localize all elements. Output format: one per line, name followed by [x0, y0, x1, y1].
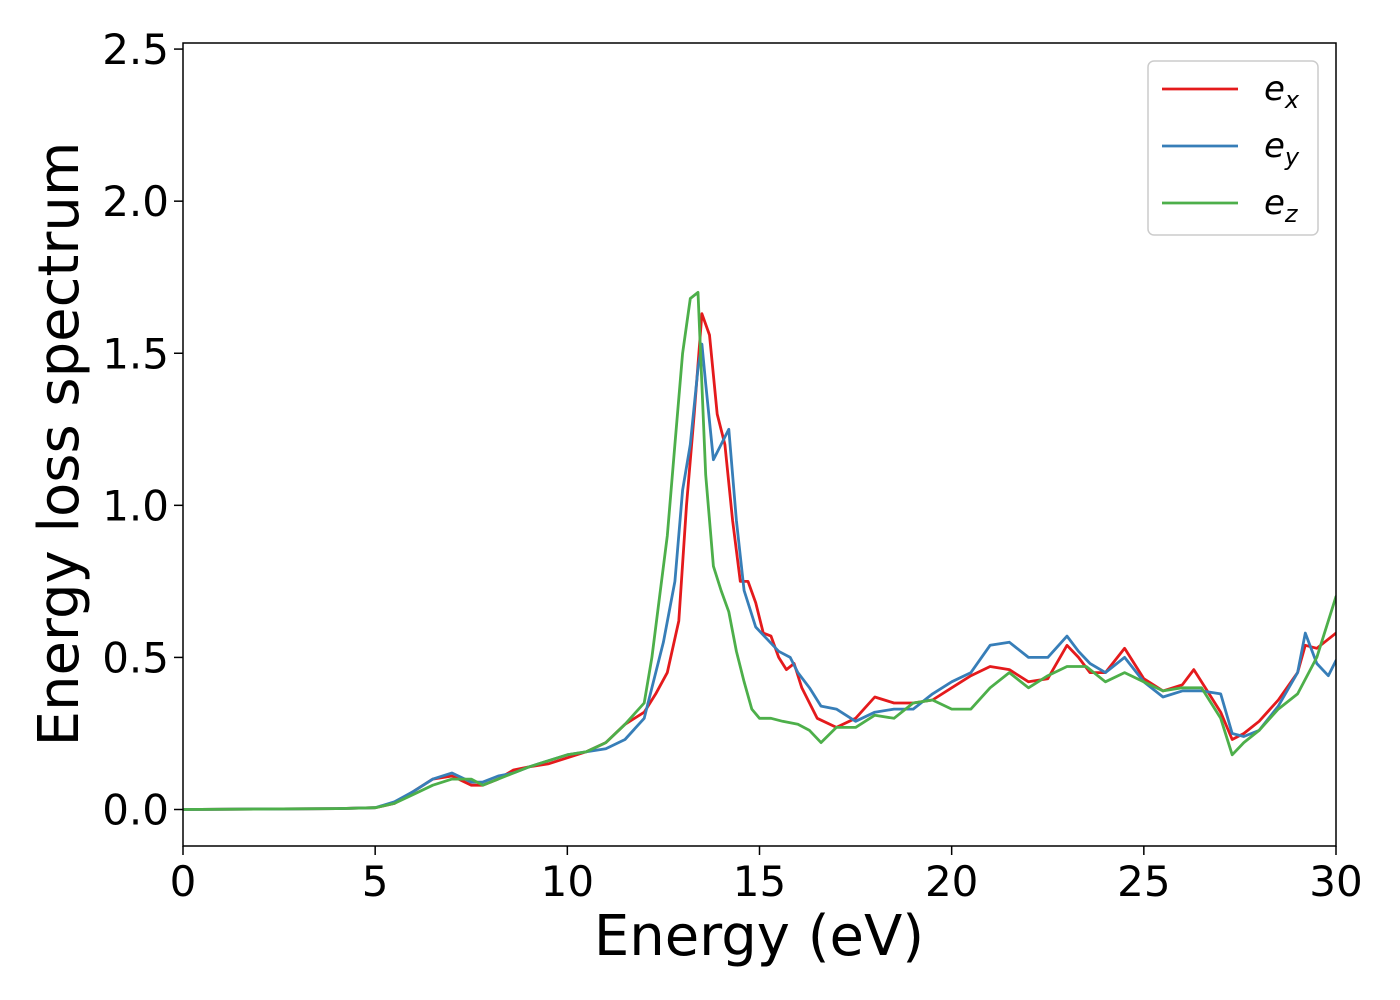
x-axis-label: Energy (eV) [594, 904, 924, 969]
x-axis: 0 5 10 15 20 25 30 [170, 846, 1363, 906]
y-tick-label: 1.0 [102, 481, 169, 530]
x-tick-label: 0 [170, 857, 197, 906]
series-line-x [183, 312, 1336, 811]
y-tick-label: 2.5 [102, 25, 169, 74]
x-tick-label: 25 [1117, 857, 1170, 906]
x-tick-label: 10 [541, 857, 594, 906]
x-tick-label: 30 [1309, 857, 1362, 906]
legend-box [1147, 60, 1319, 236]
x-tick-label: 20 [925, 857, 978, 906]
y-tick-label: 1.5 [102, 329, 169, 378]
y-axis-label: Energy loss spectrum [27, 142, 92, 747]
x-tick-label: 5 [362, 857, 389, 906]
y-axis: 0.0 0.5 1.0 1.5 2.0 2.5 [102, 25, 183, 835]
series-layer [183, 290, 1336, 811]
plot-area [183, 43, 1336, 846]
y-tick-label: 2.0 [102, 177, 169, 226]
x-tick-label: 15 [733, 857, 786, 906]
series-line-z [183, 290, 1336, 811]
y-tick-label: 0.5 [102, 633, 169, 682]
y-tick-label: 0.0 [102, 786, 169, 835]
